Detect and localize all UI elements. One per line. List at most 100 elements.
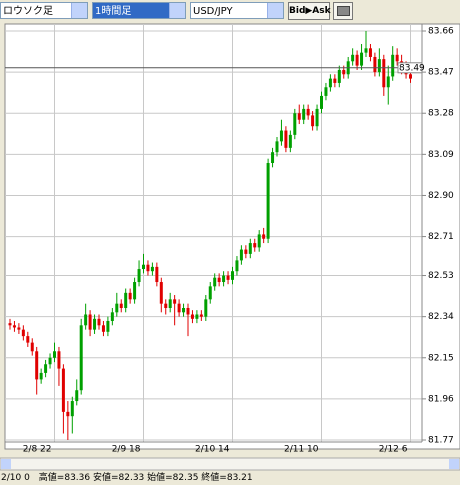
candle-body [88,314,92,330]
candle-body [110,312,114,321]
candle-body [386,76,390,88]
pair-select[interactable]: USD/JPY [190,2,284,19]
y-tick-label: 82.53 [428,271,454,281]
candle-body [333,78,337,83]
y-tick-label: 82.90 [428,191,454,201]
candle-body [248,243,252,254]
candle-body [173,299,177,304]
y-tick-label: 83.28 [428,109,454,119]
candle-body [235,260,239,272]
candle-body [159,282,163,304]
candle-body [328,78,332,88]
candle-body [320,95,323,109]
candle-body [217,277,221,283]
candle-body [48,357,52,365]
candle-body [199,314,203,317]
candle-body [8,323,12,326]
current-price-label: 83.49 [399,63,425,73]
candle-body [351,54,355,62]
dropdown-arrow [169,3,185,18]
candle-body [150,266,154,272]
y-tick-label: 82.15 [428,353,454,363]
candle-body [119,303,123,308]
candle-body [164,303,168,308]
candle-body [26,336,30,343]
scroll-right[interactable] [449,459,459,469]
candle-body [84,314,88,326]
candle-body [124,292,128,308]
y-tick-label: 83.09 [428,150,454,160]
candle-body [279,130,283,142]
candle-body [39,372,43,380]
candle-body [364,48,368,53]
candle-body [231,271,234,280]
timeframe-select[interactable]: 1時間足 [92,2,186,19]
chart: 81.77 81.96 82.15 82.34 82.53 82.71 82.90 83.09… [0,23,460,471]
candle-body [21,329,25,337]
candle-body [360,52,364,66]
candle-body [70,401,74,417]
candle-body [17,327,21,330]
scrollbar[interactable] [0,457,460,471]
candle-body [133,282,137,300]
candle-body [75,390,79,402]
candle-body [53,351,56,358]
candle-body [271,152,275,164]
candle-body [142,264,145,270]
timeframe-text: 1時間足 [95,6,132,17]
candle-body [168,299,172,308]
candle-body [373,56,377,73]
x-tick-label: 2/10 14 [195,445,230,455]
candle-body [44,364,48,373]
candle-body [106,320,110,332]
candle-body [368,48,372,57]
candle-body [226,275,230,280]
x-tick-label: 2/12 6 [379,445,408,455]
chart-style-select[interactable]: ロウソク足 [0,2,88,19]
candle-body [337,69,341,83]
y-tick-label: 81.96 [428,394,454,404]
print-icon [336,6,350,16]
candle-body [288,134,292,148]
candle-body [324,87,328,96]
candle-body [182,307,186,313]
bid-ask-button[interactable]: Bid▶Ask [288,2,331,20]
candle-body [257,234,261,248]
status-bar: 2/10 0 高値=83.36 安値=82.33 始値=82.35 終値=83.… [0,472,460,485]
candle-body [306,108,310,116]
scroll-left[interactable] [1,459,11,469]
candle-body [382,59,386,88]
chart-style-text: ロウソク足 [3,6,53,17]
candle-body [146,264,150,272]
candle-body [190,314,194,319]
x-tick-label: 2/11 10 [284,445,319,455]
print-button[interactable] [333,2,353,20]
candle-body [342,69,346,75]
candle-body [315,108,319,127]
candle-body [293,113,297,135]
candle-body [391,54,395,77]
candle-body [284,130,288,148]
candle-body [155,266,159,283]
pair-text: USD/JPY [193,6,233,17]
y-tick-label: 83.47 [428,68,454,78]
candle-body [213,277,217,287]
y-tick-label: 82.71 [428,232,454,242]
candle-body [35,351,39,380]
candle-body [262,234,266,239]
candle-body [137,269,141,283]
candle-body [12,325,16,328]
dropdown-arrow [71,3,87,18]
candle-body [128,292,132,300]
candle-body [93,318,97,330]
y-tick-label: 82.34 [428,312,454,322]
candle-body [222,275,226,283]
candle-body [30,342,34,352]
candle-body [266,163,270,239]
dropdown-arrow [267,3,283,18]
candle-body [302,108,306,120]
candle-body [311,115,315,127]
candle-body [177,303,181,313]
candle-body [57,351,61,369]
